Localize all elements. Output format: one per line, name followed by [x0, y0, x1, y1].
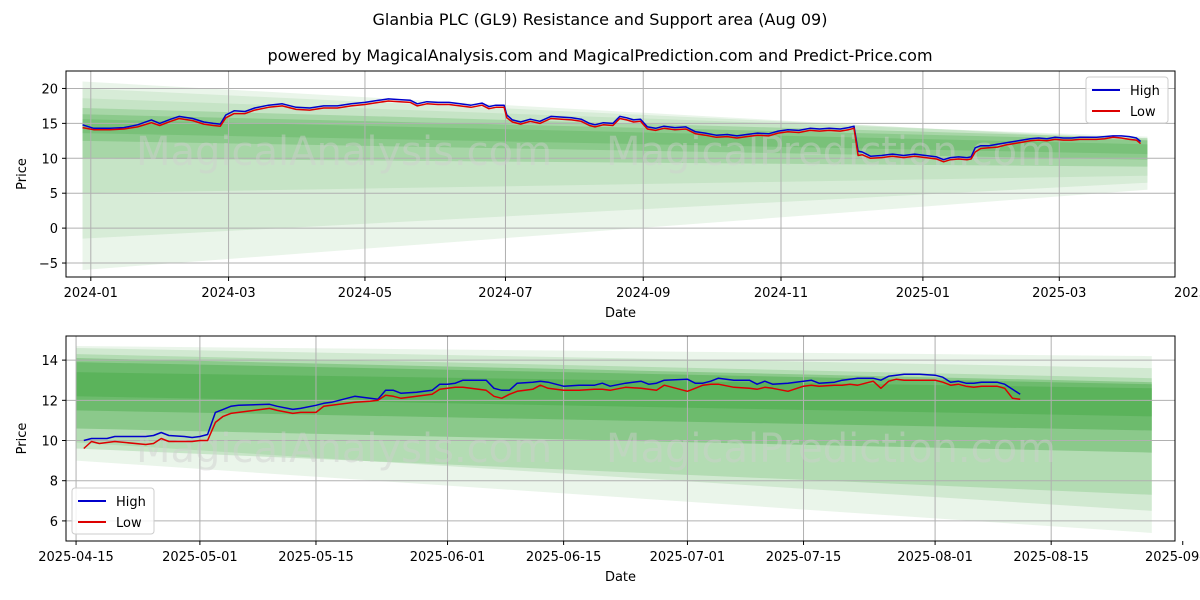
- y-tick-label: −5: [39, 257, 58, 272]
- x-tick-label: 2025-09-01: [1145, 550, 1200, 565]
- x-tick-label: 2024-01: [64, 286, 118, 301]
- y-tick-label: 6: [50, 515, 58, 530]
- x-tick-label: 2025-08-15: [1013, 550, 1089, 565]
- plot-area: MagicalAnalysis.com MagicalPrediction.com: [66, 71, 1175, 277]
- chart-subtitle: powered by MagicalAnalysis.com and Magic…: [267, 46, 933, 65]
- watermark: MagicalAnalysis.com: [136, 426, 552, 472]
- legend-label-low: Low: [1130, 105, 1156, 120]
- x-tick-label: 2024-03: [201, 286, 255, 301]
- y-tick-label: 20: [41, 82, 58, 97]
- support-resistance-band: [82, 114, 1148, 160]
- chart-panel-2: MagicalAnalysis.com MagicalPrediction.com…: [15, 335, 1200, 585]
- support-resistance-band: [82, 81, 1148, 271]
- support-resistance-band: [76, 348, 1152, 511]
- support-resistance-band: [82, 98, 1148, 194]
- support-resistance-band: [76, 354, 1152, 495]
- support-resistance-band: [82, 108, 1148, 167]
- y-tick-label: 5: [50, 187, 58, 202]
- x-tick-label: 2025-05-15: [278, 550, 354, 565]
- support-resistance-band: [76, 358, 1152, 453]
- legend: High Low: [71, 487, 155, 535]
- x-tick-label: 2024-09: [616, 286, 670, 301]
- y-tick-label: 10: [41, 152, 58, 167]
- y-tick-label: 12: [41, 394, 58, 409]
- plot-frame: [65, 335, 1176, 542]
- x-tick-label: 2025-06-15: [526, 550, 602, 565]
- y-tick-label: 14: [41, 354, 58, 369]
- chart-panel-1: MagicalAnalysis.com MagicalPrediction.com…: [15, 70, 1200, 321]
- support-resistance-band: [82, 119, 1148, 155]
- watermark: MagicalAnalysis.com: [136, 129, 552, 175]
- series-line-low: [82, 100, 1142, 163]
- legend-label-high: High: [1130, 84, 1160, 99]
- x-tick-label: 2025-05-01: [162, 550, 238, 565]
- y-axis-label: Price: [15, 158, 30, 190]
- x-tick-label: 2025-08-01: [897, 550, 973, 565]
- support-resistance-band: [82, 88, 1148, 239]
- x-tick-label: 2025-01: [896, 286, 950, 301]
- x-tick-label: 2025-07-15: [766, 550, 842, 565]
- chart-title: Glanbia PLC (GL9) Resistance and Support…: [372, 10, 828, 29]
- plot-area: MagicalAnalysis.com MagicalPrediction.com: [66, 336, 1175, 541]
- y-tick-label: 10: [41, 435, 58, 450]
- x-axis-label: Date: [605, 306, 636, 321]
- legend-label-high: High: [116, 495, 146, 510]
- series-line-high: [82, 98, 1142, 161]
- x-tick-label: 2025-03: [1032, 286, 1086, 301]
- x-tick-label: 2024-07: [478, 286, 532, 301]
- series-line-high: [83, 373, 1021, 442]
- x-axis-label: Date: [605, 570, 636, 585]
- legend: High Low: [1085, 76, 1169, 124]
- series-line-low: [83, 378, 1021, 450]
- x-tick-label: 2025-07-01: [650, 550, 726, 565]
- support-resistance-band: [76, 372, 1152, 417]
- x-tick-label: 2025-06-01: [410, 550, 486, 565]
- legend-label-low: Low: [116, 516, 142, 531]
- plot-frame: [65, 70, 1176, 278]
- x-tick-label: 2024-05: [338, 286, 392, 301]
- support-resistance-band: [76, 346, 1152, 533]
- watermark: MagicalPrediction.com: [606, 426, 1056, 472]
- x-tick-label: 2025-05: [1174, 286, 1200, 301]
- y-tick-label: 0: [50, 222, 58, 237]
- x-tick-label: 2024-11: [754, 286, 808, 301]
- y-axis-label: Price: [15, 423, 30, 455]
- watermark: MagicalPrediction.com: [606, 129, 1056, 175]
- y-tick-label: 8: [50, 475, 58, 490]
- y-tick-label: 15: [41, 117, 58, 132]
- x-tick-label: 2025-04-15: [38, 550, 114, 565]
